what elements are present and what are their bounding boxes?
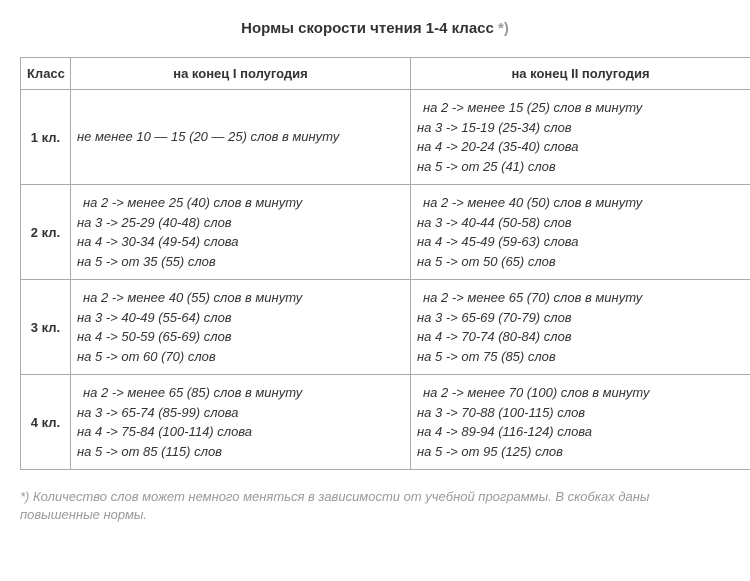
cell-line: на 2 -> менее 65 (85) слов в минуту — [77, 383, 404, 403]
cell-line: на 5 -> от 85 (115) слов — [77, 442, 404, 462]
cell-line: на 5 -> от 95 (125) слов — [417, 442, 744, 462]
title-text: Нормы скорости чтения 1-4 класс — [241, 20, 498, 37]
cell-line: на 4 -> 30-34 (49-54) слова — [77, 232, 404, 252]
cell-line: на 3 -> 65-69 (70-79) слов — [417, 308, 744, 328]
cell-line: на 3 -> 40-49 (55-64) слов — [77, 308, 404, 328]
page-title: Нормы скорости чтения 1-4 класс *) — [20, 20, 730, 37]
title-asterisk: *) — [498, 20, 509, 37]
cell-line: на 2 -> менее 40 (55) слов в минуту — [77, 288, 404, 308]
cell-half1: на 2 -> менее 40 (55) слов в минуту на 3… — [71, 280, 411, 375]
cell-line: на 3 -> 65-74 (85-99) слова — [77, 403, 404, 423]
footnote: *) Количество слов может немного менятьс… — [20, 488, 730, 524]
cell-line: на 2 -> менее 70 (100) слов в минуту — [417, 383, 744, 403]
cell-line: на 3 -> 25-29 (40-48) слов — [77, 213, 404, 233]
cell-line: на 5 -> от 60 (70) слов — [77, 347, 404, 367]
cell-class: 4 кл. — [21, 375, 71, 470]
table-header-row: Класс на конец I полугодия на конец II п… — [21, 58, 750, 90]
cell-line: на 3 -> 40-44 (50-58) слов — [417, 213, 744, 233]
cell-half1: на 2 -> менее 65 (85) слов в минуту на 3… — [71, 375, 411, 470]
cell-line: на 2 -> менее 15 (25) слов в минуту — [417, 98, 744, 118]
reading-speed-table: Класс на конец I полугодия на конец II п… — [20, 57, 750, 470]
table-row: 4 кл. на 2 -> менее 65 (85) слов в минут… — [21, 375, 750, 470]
cell-line: на 2 -> менее 40 (50) слов в минуту — [417, 193, 744, 213]
cell-half1: на 2 -> менее 25 (40) слов в минуту на 3… — [71, 185, 411, 280]
cell-line: на 3 -> 15-19 (25-34) слов — [417, 118, 744, 138]
col-header-class: Класс — [21, 58, 71, 90]
cell-line: на 4 -> 70-74 (80-84) слов — [417, 327, 744, 347]
cell-line: на 5 -> от 75 (85) слов — [417, 347, 744, 367]
cell-line: на 5 -> от 25 (41) слов — [417, 157, 744, 177]
cell-line: на 5 -> от 35 (55) слов — [77, 252, 404, 272]
cell-line: на 4 -> 75-84 (100-114) слова — [77, 422, 404, 442]
table-row: 1 кл. не менее 10 — 15 (20 — 25) слов в … — [21, 90, 750, 185]
cell-line: на 3 -> 70-88 (100-115) слов — [417, 403, 744, 423]
cell-half1: не менее 10 — 15 (20 — 25) слов в минуту — [71, 90, 411, 185]
cell-line: на 2 -> менее 65 (70) слов в минуту — [417, 288, 744, 308]
cell-class: 2 кл. — [21, 185, 71, 280]
cell-class: 3 кл. — [21, 280, 71, 375]
cell-half2: на 2 -> менее 70 (100) слов в минуту на … — [411, 375, 750, 470]
table-row: 3 кл. на 2 -> менее 40 (55) слов в минут… — [21, 280, 750, 375]
cell-half2: на 2 -> менее 15 (25) слов в минуту на 3… — [411, 90, 750, 185]
cell-line: на 4 -> 45-49 (59-63) слова — [417, 232, 744, 252]
cell-class: 1 кл. — [21, 90, 71, 185]
cell-line: на 4 -> 20-24 (35-40) слова — [417, 137, 744, 157]
cell-half2: на 2 -> менее 40 (50) слов в минуту на 3… — [411, 185, 750, 280]
cell-line: на 4 -> 89-94 (116-124) слова — [417, 422, 744, 442]
cell-line: на 5 -> от 50 (65) слов — [417, 252, 744, 272]
cell-line: на 2 -> менее 25 (40) слов в минуту — [77, 193, 404, 213]
cell-line: на 4 -> 50-59 (65-69) слов — [77, 327, 404, 347]
col-header-half2: на конец II полугодия — [411, 58, 750, 90]
cell-half2: на 2 -> менее 65 (70) слов в минуту на 3… — [411, 280, 750, 375]
cell-line: не менее 10 — 15 (20 — 25) слов в минуту — [77, 127, 404, 147]
col-header-half1: на конец I полугодия — [71, 58, 411, 90]
table-row: 2 кл. на 2 -> менее 25 (40) слов в минут… — [21, 185, 750, 280]
